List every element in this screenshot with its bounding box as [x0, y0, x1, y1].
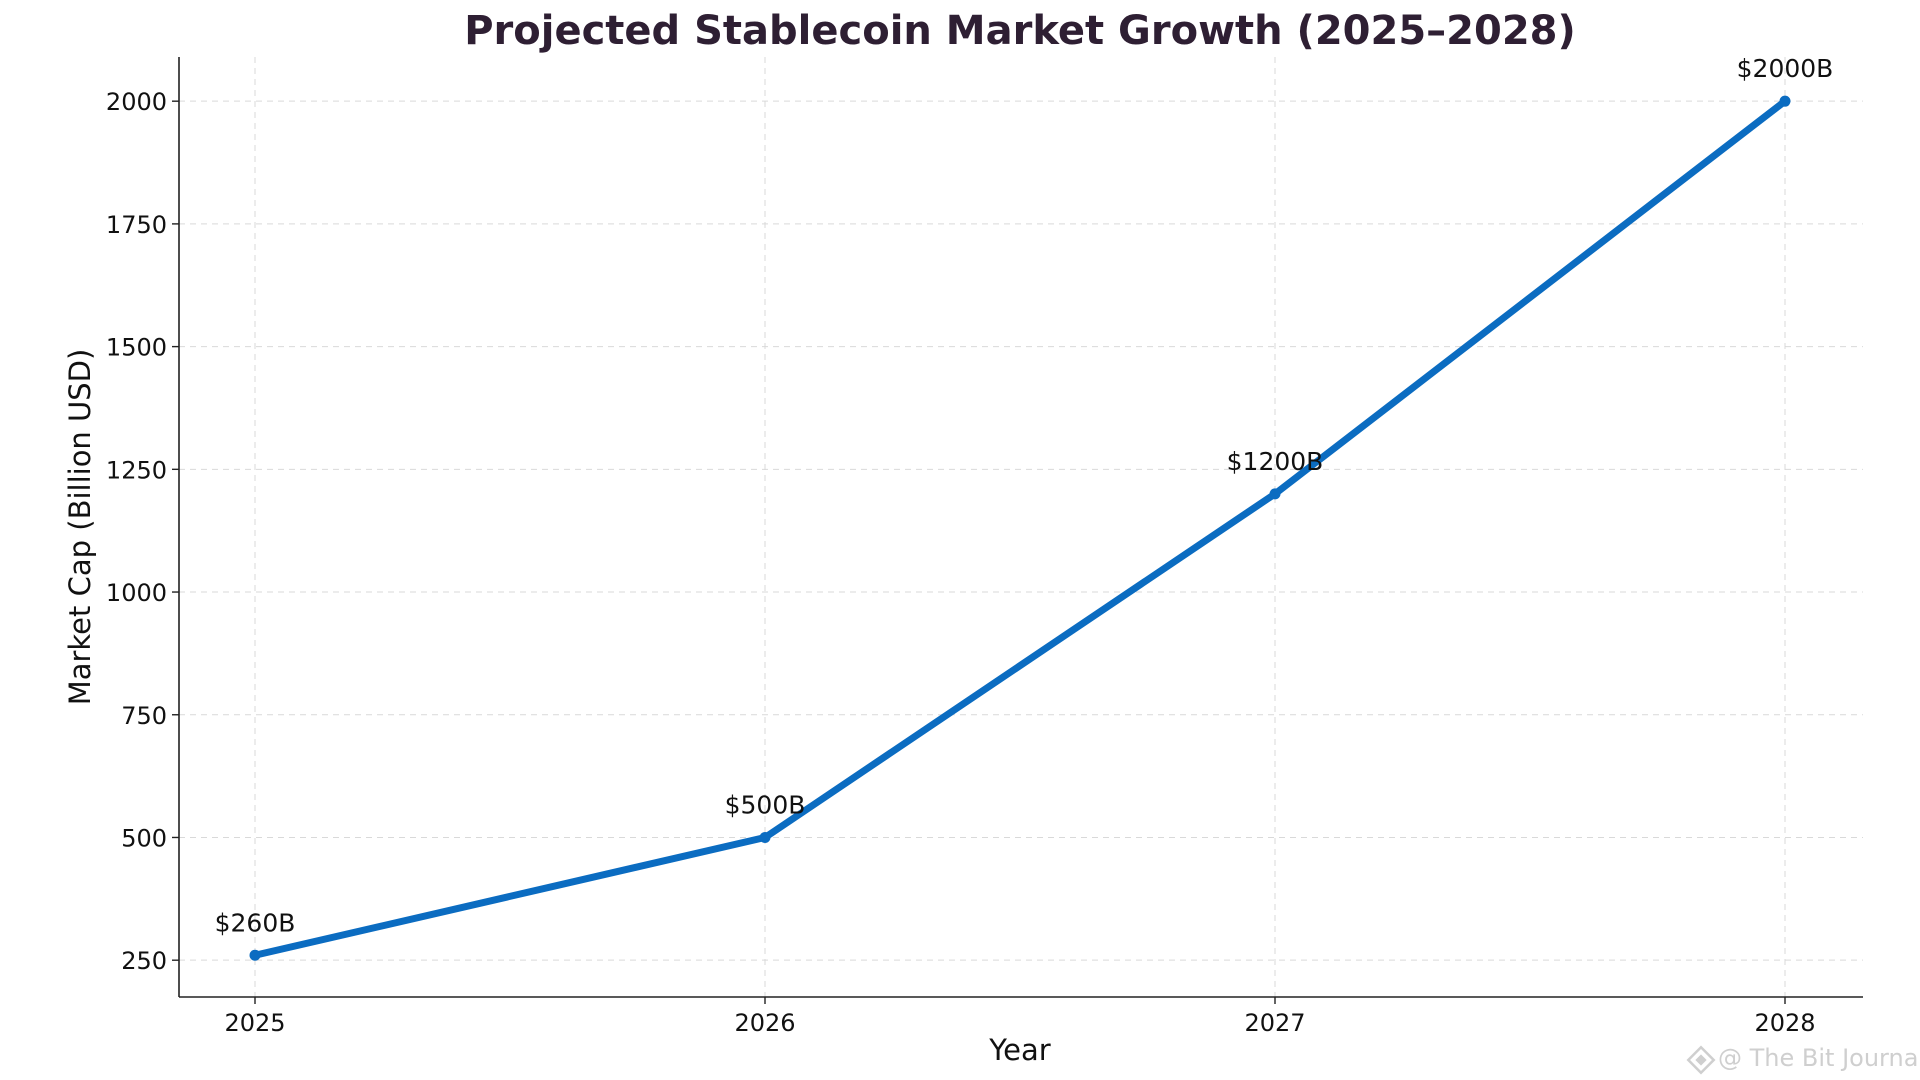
x-tick-label: 2028 — [1754, 1009, 1815, 1037]
data-point-2028 — [1779, 95, 1791, 107]
data-point-2025 — [249, 949, 261, 961]
y-tick-label: 1250 — [106, 456, 167, 484]
data-point-2027 — [1269, 488, 1281, 500]
diamond-logo-icon — [1686, 1045, 1716, 1075]
x-tick-label: 2027 — [1244, 1009, 1305, 1037]
x-tick-label: 2026 — [734, 1009, 795, 1037]
grid-lines — [179, 57, 1863, 997]
x-axis-label: Year — [988, 1033, 1050, 1067]
x-axis-ticks: 2025 2026 2027 2028 — [224, 997, 1816, 1037]
data-labels: $260B $500B $1200B $2000B — [215, 54, 1834, 937]
y-axis-label: Market Cap (Billion USD) — [63, 349, 97, 706]
y-tick-label: 500 — [121, 824, 167, 852]
data-label-2028: $2000B — [1737, 54, 1834, 83]
data-label-2025: $260B — [215, 908, 296, 937]
data-point-2026 — [759, 831, 771, 843]
y-tick-label: 250 — [121, 947, 167, 975]
watermark: @ The Bit Journal — [1686, 1044, 1920, 1075]
x-tick-label: 2025 — [224, 1009, 285, 1037]
series-group — [249, 95, 1791, 961]
y-tick-label: 2000 — [106, 88, 167, 116]
data-label-2027: $1200B — [1227, 447, 1324, 476]
y-tick-label: 750 — [121, 702, 167, 730]
watermark-text: @ The Bit Journal — [1718, 1044, 1920, 1072]
data-label-2026: $500B — [725, 790, 806, 819]
y-tick-label: 1500 — [106, 334, 167, 362]
y-axis-ticks: 250 500 750 1000 1250 1500 1750 2000 — [106, 88, 179, 975]
y-tick-label: 1750 — [106, 211, 167, 239]
y-tick-label: 1000 — [106, 579, 167, 607]
chart-title: Projected Stablecoin Market Growth (2025… — [464, 8, 1576, 54]
axes — [178, 57, 1863, 998]
series-line — [251, 97, 1789, 959]
